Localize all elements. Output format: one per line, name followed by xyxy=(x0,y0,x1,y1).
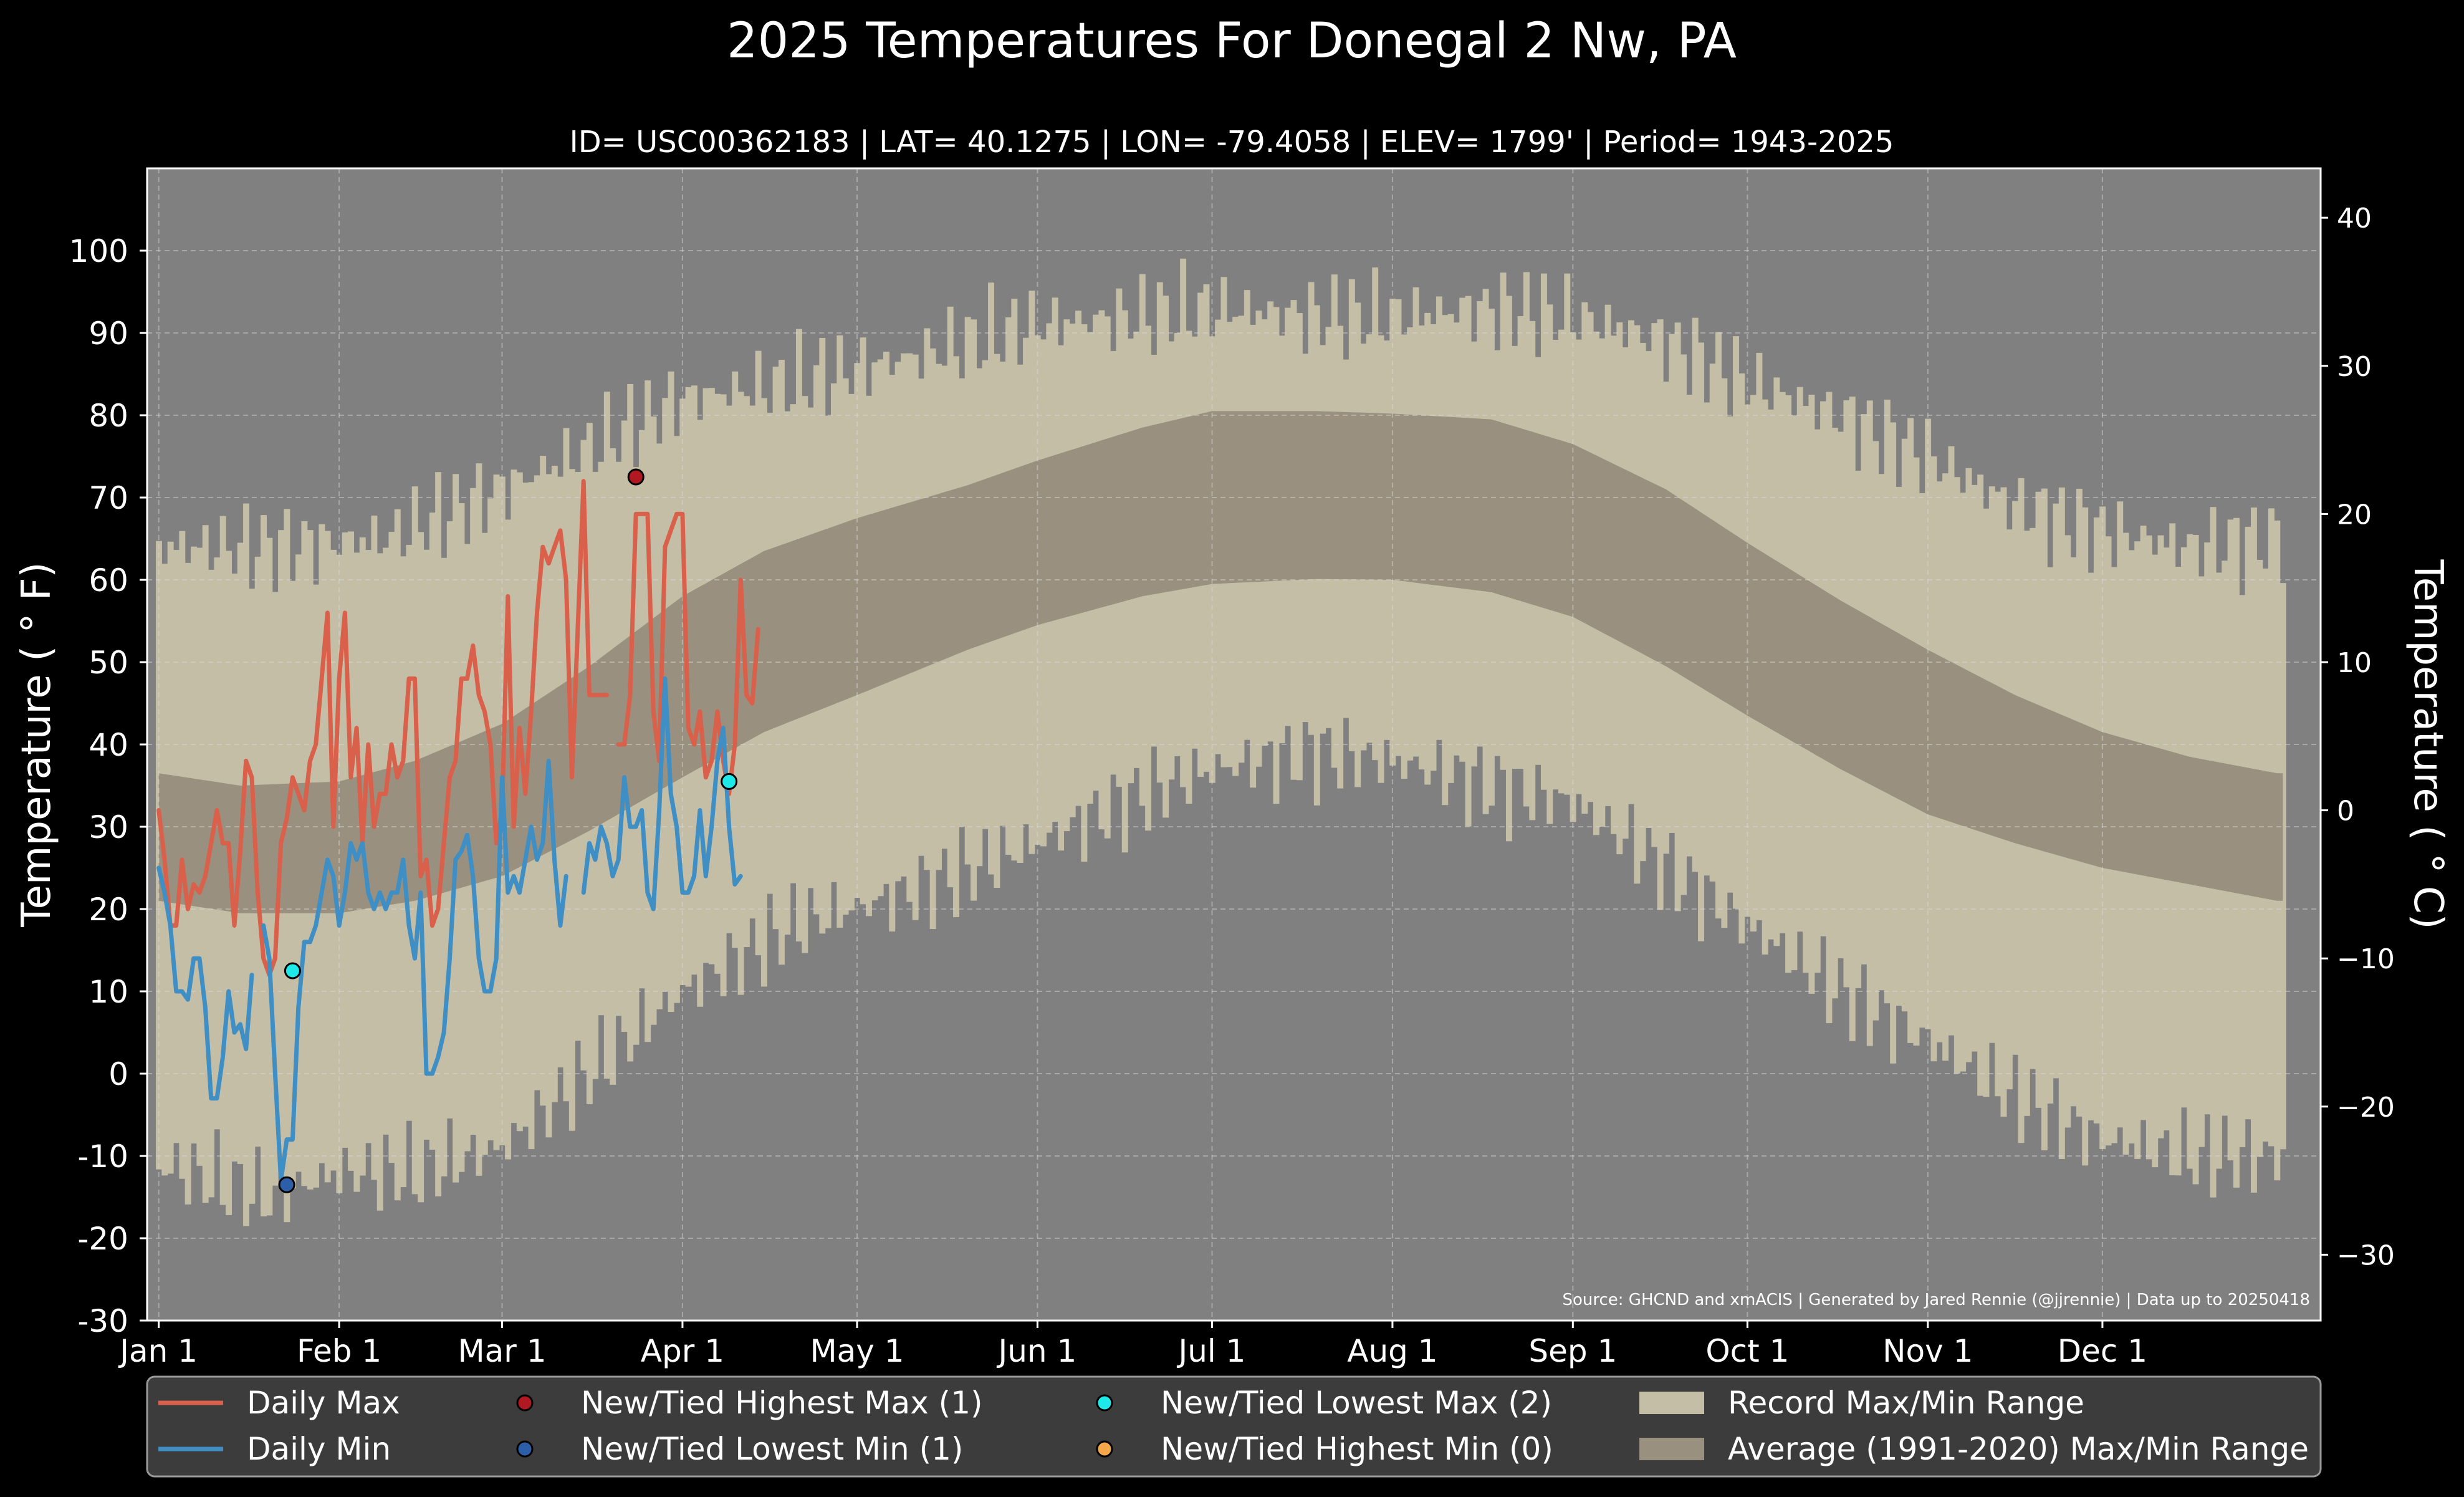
grid-lines xyxy=(147,168,2321,1321)
legend-label: Record Max/Min Range xyxy=(1728,1385,2084,1421)
y-tick-label: 90 xyxy=(89,315,128,352)
source-note: Source: GHCND and xmACIS | Generated by … xyxy=(1562,1291,2310,1309)
y-right-tick-label: −10 xyxy=(2337,943,2395,975)
daily-max-line xyxy=(156,479,609,978)
y-tick-label: 10 xyxy=(89,974,128,1010)
x-tick-label: Apr 1 xyxy=(641,1333,724,1369)
y-right-tick-label: 20 xyxy=(2337,499,2372,531)
legend-label: New/Tied Highest Max (1) xyxy=(581,1385,983,1421)
record-marker xyxy=(721,773,738,790)
daily-min-line xyxy=(261,758,568,1183)
x-tick-label: Feb 1 xyxy=(297,1333,381,1369)
legend-swatch-marker xyxy=(516,1440,534,1458)
y-tick-label: 100 xyxy=(69,233,128,269)
x-tick-label: Mar 1 xyxy=(458,1333,546,1369)
y-tick-label: 30 xyxy=(89,809,128,845)
record-marker xyxy=(278,1176,295,1193)
y-tick-label: 80 xyxy=(89,398,128,434)
record-markers xyxy=(278,468,738,1193)
average-range-band xyxy=(158,411,2283,913)
legend-swatch-patch xyxy=(1639,1438,1704,1460)
y-tick-label: -10 xyxy=(77,1138,128,1175)
legend-label: Daily Min xyxy=(247,1431,391,1467)
x-tick-label: Jun 1 xyxy=(996,1333,1076,1369)
y-right-tick-label: 40 xyxy=(2337,203,2372,234)
y-tick-label: -30 xyxy=(77,1303,128,1339)
y-axis-right-ticks: −30 −20 −10 0 10 20 30 40 xyxy=(2321,203,2395,1271)
daily-series-lines xyxy=(156,479,760,1183)
y-tick-label: 0 xyxy=(108,1056,128,1092)
y-tick-label: 40 xyxy=(89,727,128,763)
x-tick-label: May 1 xyxy=(810,1333,904,1369)
record-marker xyxy=(627,468,645,486)
y-right-tick-label: 30 xyxy=(2337,351,2372,383)
daily-min-line xyxy=(581,676,743,912)
daily-min-line xyxy=(156,865,254,1101)
x-tick-label: Nov 1 xyxy=(1882,1333,1973,1369)
y-tick-label: 20 xyxy=(89,892,128,928)
x-tick-label: Oct 1 xyxy=(1705,1333,1789,1369)
legend-swatch-patch xyxy=(1639,1392,1704,1414)
legend: Daily Max Daily Min New/Tied Highest Max (… xyxy=(146,1375,2322,1478)
chart-title: 2025 Temperatures For Donegal 2 Nw, PA xyxy=(727,13,1737,69)
legend-label: Average (1991-2020) Max/Min Range xyxy=(1728,1431,2309,1467)
legend-label: Daily Max xyxy=(247,1385,400,1421)
y-tick-label: 50 xyxy=(89,645,128,681)
x-tick-label: Aug 1 xyxy=(1347,1333,1437,1369)
legend-label: New/Tied Lowest Min (1) xyxy=(581,1431,963,1467)
y-tick-label: -20 xyxy=(77,1221,128,1257)
x-tick-label: Dec 1 xyxy=(2058,1333,2147,1369)
legend-label: New/Tied Highest Min (0) xyxy=(1161,1431,1553,1467)
y-right-tick-label: 0 xyxy=(2337,796,2354,827)
y-right-tick-label: −20 xyxy=(2337,1092,2395,1124)
legend-label: New/Tied Lowest Max (2) xyxy=(1161,1385,1552,1421)
x-tick-label: Jul 1 xyxy=(1176,1333,1245,1369)
chart-subtitle: ID= USC00362183 | LAT= 40.1275 | LON= -7… xyxy=(570,125,1894,160)
legend-box xyxy=(146,1375,2322,1478)
x-tick-label: Sep 1 xyxy=(1528,1333,1617,1369)
y-right-tick-label: 10 xyxy=(2337,647,2372,679)
record-range-bar xyxy=(2279,583,2286,1150)
y-tick-label: 70 xyxy=(89,480,128,516)
daily-max-line xyxy=(616,511,760,796)
record-marker xyxy=(284,962,301,980)
legend-swatch-marker xyxy=(1096,1394,1113,1412)
legend-swatch-marker xyxy=(1096,1440,1113,1458)
y-axis-left-label: Temperature ( ° F) xyxy=(14,562,60,927)
y-axis-left-ticks: -30 -20 -10 0 10 20 30 40 50 60 70 80 90 100 xyxy=(69,233,147,1339)
y-right-tick-label: −30 xyxy=(2337,1239,2395,1271)
average-range-band xyxy=(158,411,2283,913)
y-tick-label: 60 xyxy=(89,562,128,599)
legend-entries: Daily Max Daily Min New/Tied Highest Max (… xyxy=(158,1385,2309,1467)
legend-swatch-marker xyxy=(516,1394,534,1412)
y-axis-right-label: Temperature ( ° C) xyxy=(2405,559,2451,929)
x-axis-ticks: Jan 1 Feb 1 Mar 1 Apr 1 May 1 Jun 1 Jul 1 Aug 1… xyxy=(118,1321,2147,1369)
x-tick-label: Jan 1 xyxy=(118,1333,198,1369)
